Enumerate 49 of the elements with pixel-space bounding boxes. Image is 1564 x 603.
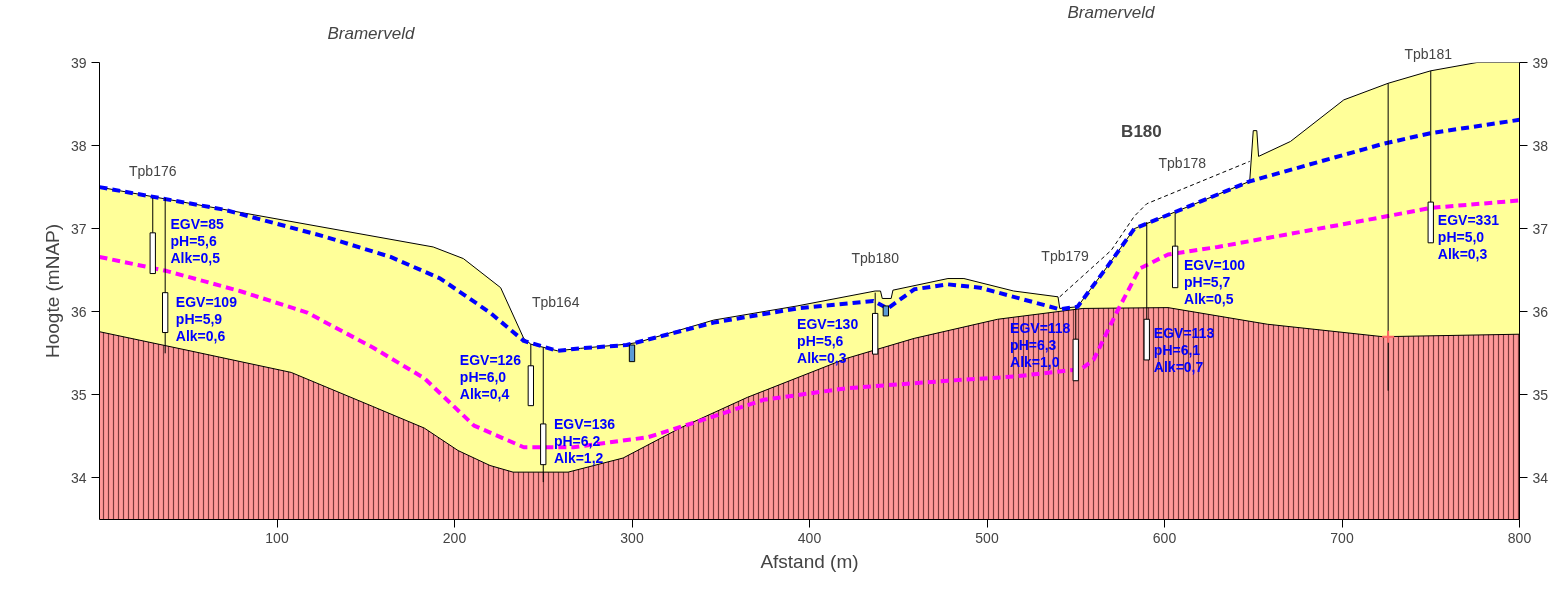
- annotation: EGV=109 pH=5,9 Alk=0,6: [175, 294, 238, 344]
- text: Bramerveld: [327, 23, 415, 43]
- y2-tick-label: 37: [1532, 220, 1549, 237]
- annotation: Tpb178: [1158, 154, 1207, 171]
- text: Bramerveld: [1067, 2, 1155, 22]
- y-axis-title: Hoogte (mNAP): [41, 223, 63, 359]
- y2-tick-label: 36: [1532, 303, 1549, 320]
- bar: [527, 365, 534, 407]
- x-tick-label: 200: [442, 529, 467, 546]
- y-tick-label: 35: [70, 386, 87, 403]
- bar: [1143, 318, 1150, 361]
- y-tick-label: 36: [70, 303, 87, 320]
- annotation: EGV=130 pH=5,6 Alk=0,3: [797, 315, 859, 366]
- bar: [882, 305, 889, 317]
- bar: [540, 423, 547, 466]
- bar: [872, 312, 879, 355]
- bar: [1171, 245, 1179, 289]
- x-tick-label: 800: [1507, 529, 1532, 546]
- x-tick-label: 100: [265, 529, 289, 546]
- y2-tick-label: 39: [1532, 54, 1549, 71]
- text: Tpb181: [1404, 45, 1453, 62]
- annotation: EGV=136 pH=6,2 Alk=1,2: [553, 416, 616, 467]
- bar: [1072, 338, 1079, 382]
- annotation: Tpb164: [531, 294, 580, 311]
- y-tick-label: 38: [70, 137, 87, 154]
- annotation: EGV=100 pH=5,7 Alk=0,5: [1184, 256, 1246, 307]
- y2-tick-label: 34: [1532, 469, 1549, 486]
- y-tick-label: 39: [70, 54, 87, 71]
- y2-tick-label: 38: [1532, 137, 1549, 154]
- line-series: [99, 198, 1520, 450]
- x-tick-label: 600: [1152, 529, 1177, 546]
- annotation: Tpb180: [851, 250, 900, 267]
- x-tick-label: 700: [1330, 529, 1354, 546]
- annotation: EGV=85 pH=5,6 Alk=0,5: [170, 216, 225, 266]
- x-tick-label: 500: [975, 529, 999, 546]
- annotation: EGV=118 pH=6,3 Alk=1,0: [1010, 320, 1071, 370]
- annotation: EGV=113 pH=6,1 Alk=0,7: [1153, 325, 1215, 375]
- annotation: Tpb176: [129, 162, 177, 179]
- x-axis-title: Afstand (m): [760, 550, 859, 572]
- annotation: EGV=331 pH=5,0 Alk=0,3: [1437, 212, 1500, 262]
- y-tick-label: 37: [70, 220, 87, 237]
- annotation: Tpb179: [1041, 247, 1090, 264]
- bar: [162, 292, 169, 334]
- x-tick-label: 400: [797, 529, 822, 546]
- annotation: B180: [1121, 121, 1162, 141]
- y-tick-label: 34: [70, 469, 87, 486]
- x-tick-label: 300: [620, 529, 644, 546]
- y2-tick-label: 35: [1532, 386, 1549, 403]
- annotation: EGV=126 pH=6,0 Alk=0,4: [459, 352, 522, 403]
